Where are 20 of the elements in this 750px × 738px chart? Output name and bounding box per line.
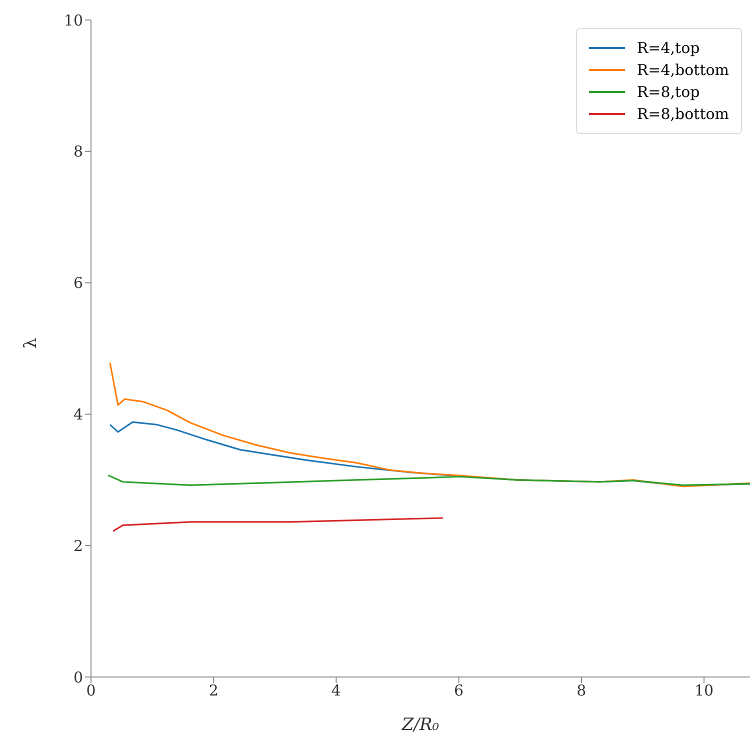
x-tick-label: 0 (86, 682, 96, 700)
y-axis-title: λ (21, 338, 42, 348)
line-series (112, 517, 444, 532)
x-axis-title: Z/R₀ (400, 715, 440, 735)
x-tick-label: 2 (208, 682, 218, 700)
legend-label: R=8,top (636, 83, 700, 101)
x-tick-label: 6 (454, 682, 464, 700)
y-tick-label: 10 (64, 11, 83, 30)
y-tick-label: 6 (73, 274, 83, 292)
legend-label: R=4,top (636, 39, 700, 57)
legend-label: R=4,bottom (636, 61, 729, 79)
line-series (107, 474, 750, 486)
y-tick-label: 8 (73, 142, 83, 161)
y-tick-label: 0 (73, 668, 83, 686)
y-tick-label: 4 (73, 406, 83, 424)
legend-label: R=8,bottom (636, 105, 729, 123)
x-tick-label: 4 (331, 682, 341, 700)
x-tick-label: 10 (694, 682, 714, 700)
y-tick-label: 2 (73, 536, 83, 555)
x-tick-label: 8 (576, 682, 586, 700)
